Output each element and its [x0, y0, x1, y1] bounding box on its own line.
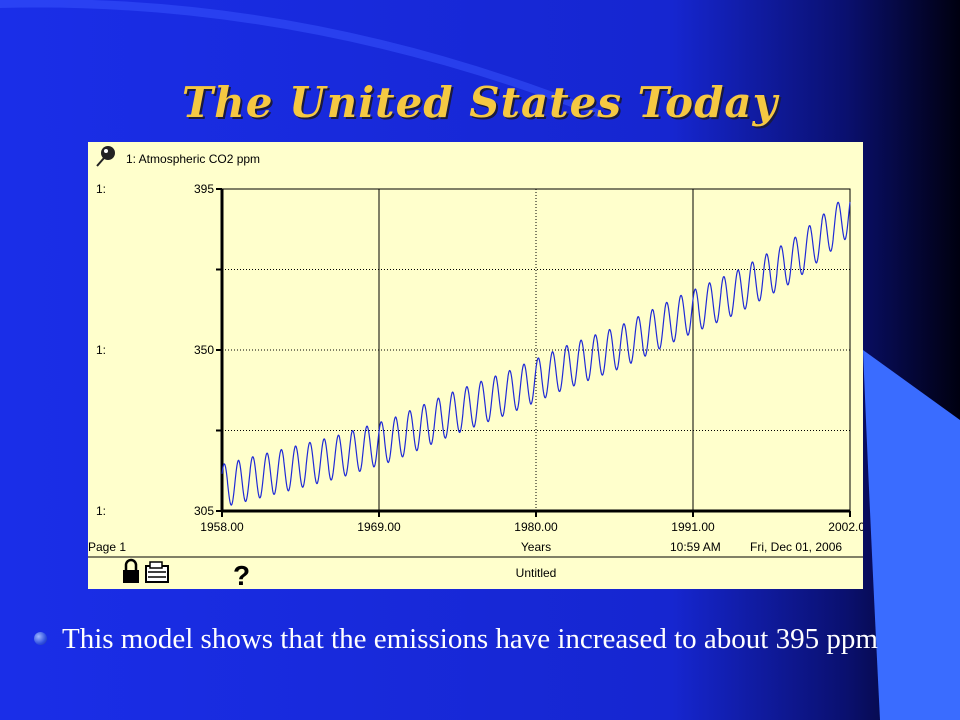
lock-icon[interactable] [123, 558, 139, 583]
legend-label: 1: Atmospheric CO2 ppm [126, 152, 260, 166]
svg-text:?: ? [233, 560, 250, 589]
pin-icon[interactable] [96, 146, 115, 167]
chart-panel: 1: Atmospheric CO2 ppm 1: 395 1: 350 1: 305 1… [88, 142, 863, 589]
y-tick-prefix: 1: [96, 504, 106, 518]
y-tick-label: 305 [194, 504, 214, 518]
y-axis: 1: 395 1: 350 1: 305 [96, 182, 222, 518]
slide-title: The United States Today [181, 78, 779, 127]
help-icon[interactable]: ? [233, 560, 250, 589]
page-label: Page 1 [88, 540, 126, 554]
time-stamp: 10:59 AM [670, 540, 721, 554]
y-tick-label: 350 [194, 343, 214, 357]
series-line-co2 [221, 201, 851, 506]
y-tick-label: 395 [194, 182, 214, 196]
bullet-icon [34, 632, 47, 645]
gridlines [222, 189, 850, 511]
printer-icon[interactable] [145, 561, 169, 583]
y-tick-prefix: 1: [96, 182, 106, 196]
x-tick-label: 1969.00 [357, 520, 401, 534]
bullet-text: This model shows that the emissions have… [62, 623, 878, 655]
x-axis: 1958.00 1969.00 1980.00 1991.00 2002.00 [200, 511, 863, 534]
date-stamp: Fri, Dec 01, 2006 [750, 540, 842, 554]
x-tick-label: 1980.00 [514, 520, 558, 534]
x-tick-label: 1958.00 [200, 520, 244, 534]
document-name: Untitled [516, 566, 557, 580]
x-axis-title: Years [521, 540, 551, 554]
co2-chart: 1: Atmospheric CO2 ppm 1: 395 1: 350 1: 305 1… [88, 146, 863, 589]
x-tick-label: 2002.00 [828, 520, 863, 534]
x-tick-label: 1991.00 [671, 520, 715, 534]
y-tick-prefix: 1: [96, 343, 106, 357]
